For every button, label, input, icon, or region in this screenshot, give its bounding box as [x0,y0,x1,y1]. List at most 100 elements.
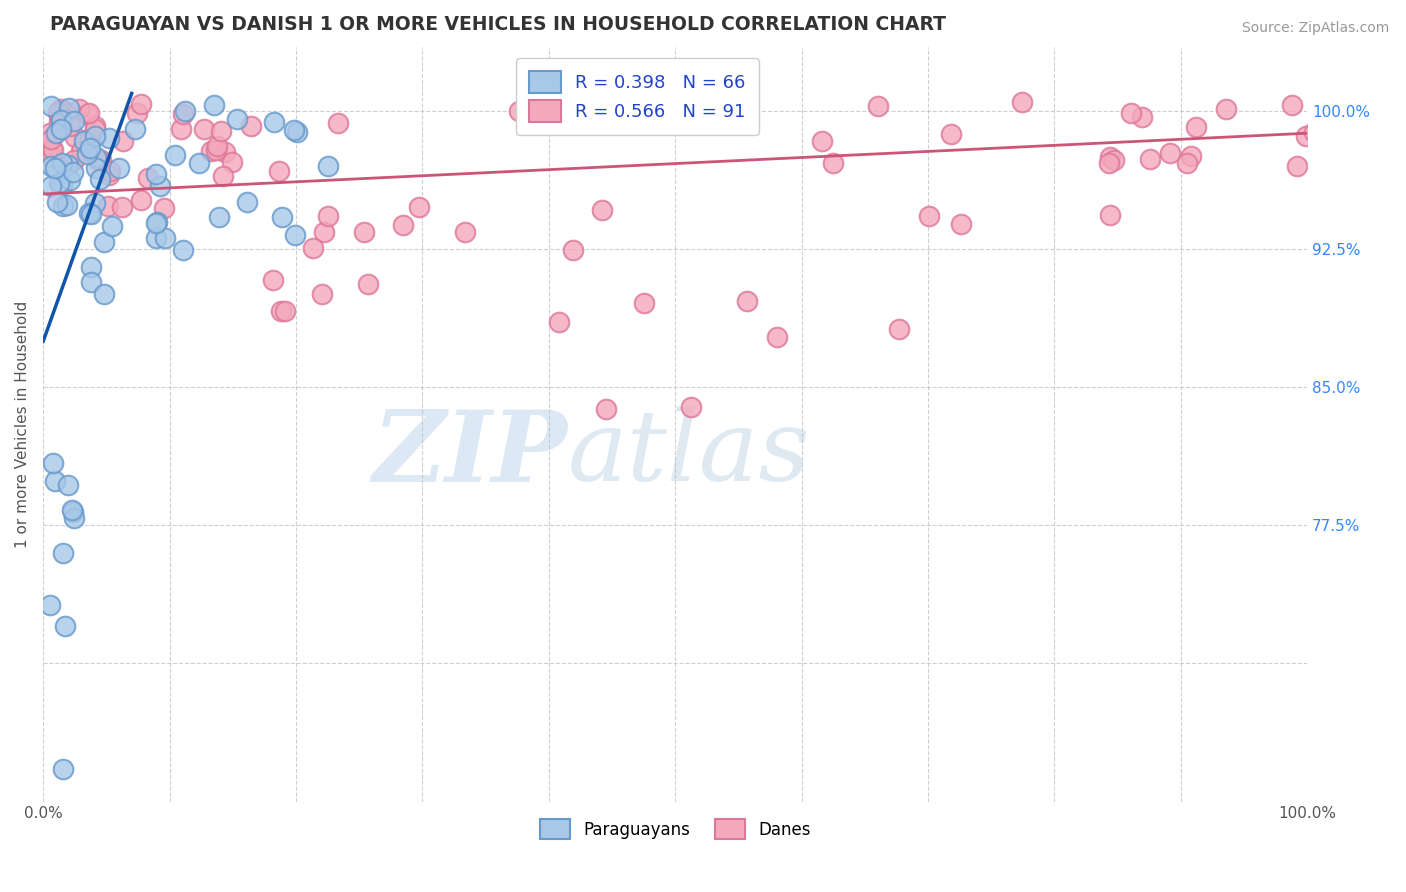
Point [67,102,90,116]
Point [188,156,211,170]
Point [949,218,972,232]
Text: PARAGUAYAN VS DANISH 1 OR MORE VEHICLES IN HOUSEHOLD CORRELATION CHART: PARAGUAYAN VS DANISH 1 OR MORE VEHICLES … [49,15,945,34]
Point [39,598,62,612]
Point [267,163,290,178]
Point [1285,159,1308,173]
Point [172,106,194,120]
Point [318,209,340,223]
Point [52,546,75,560]
Point [62,153,84,167]
Point [45,194,67,209]
Point [98,164,121,178]
Point [1098,156,1121,170]
Point [1104,153,1126,168]
Point [145,215,167,229]
Point [165,148,187,162]
Point [39,126,62,140]
Point [59,119,82,133]
Point [262,273,284,287]
Point [52,762,75,776]
Point [1302,125,1324,139]
Point [55,198,77,212]
Point [76,106,98,120]
Point [328,116,350,130]
Point [48,115,70,129]
Point [89,172,111,186]
Point [200,144,222,158]
Point [211,124,233,138]
Point [86,150,108,164]
Point [153,202,176,216]
Point [633,296,655,310]
Point [101,219,124,234]
Point [391,219,413,233]
Point [39,132,62,146]
Point [48,176,70,190]
Point [766,330,789,344]
Point [56,158,79,172]
Point [44,474,66,488]
Point [62,511,84,525]
Point [129,96,152,111]
Point [93,286,115,301]
Point [62,505,84,519]
Point [80,275,103,289]
Point [80,260,103,274]
Point [1180,149,1202,163]
Point [735,293,758,308]
Point [1177,156,1199,170]
Point [595,401,617,416]
Point [302,241,325,255]
Point [98,168,121,182]
Text: atlas: atlas [568,407,810,502]
Point [283,123,305,137]
Point [214,145,236,160]
Point [77,205,100,219]
Point [1121,106,1143,120]
Point [111,200,134,214]
Point [41,159,63,173]
Point [285,125,308,139]
Point [97,199,120,213]
Point [1099,150,1122,164]
Point [155,230,177,244]
Point [84,122,107,136]
Point [408,200,430,214]
Point [823,156,845,170]
Point [561,243,583,257]
Point [1159,145,1181,160]
Point [145,231,167,245]
Point [97,131,120,145]
Point [235,195,257,210]
Point [811,134,834,148]
Text: Source: ZipAtlas.com: Source: ZipAtlas.com [1241,21,1389,35]
Point [1099,209,1122,223]
Point [45,126,67,140]
Point [84,196,107,211]
Point [508,103,530,118]
Point [208,210,231,224]
Point [90,153,112,168]
Point [79,130,101,145]
Point [41,99,63,113]
Point [49,113,72,128]
Point [125,106,148,120]
Point [212,169,235,183]
Point [172,243,194,257]
Point [52,199,75,213]
Point [63,114,86,128]
Point [205,139,228,153]
Point [1130,110,1153,124]
Point [1215,102,1237,116]
Point [1011,95,1033,109]
Point [1139,152,1161,166]
Point [548,315,571,329]
Point [866,99,889,113]
Point [84,161,107,175]
Point [124,121,146,136]
Point [84,119,107,133]
Point [58,102,80,116]
Point [49,121,72,136]
Point [316,160,339,174]
Legend: Paraguayans, Danes: Paraguayans, Danes [533,813,817,847]
